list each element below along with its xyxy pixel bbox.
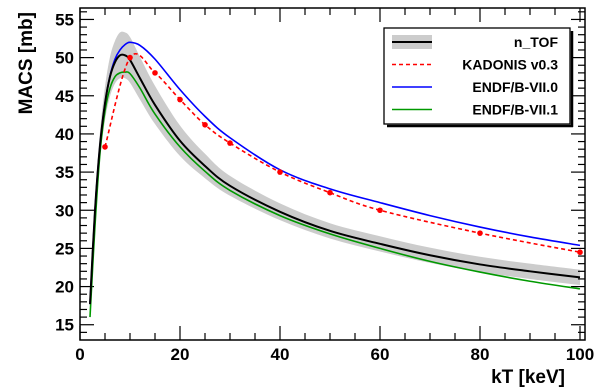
kadonis-data-point (577, 249, 583, 256)
legend-label: KADONIS v0.3 (462, 57, 558, 73)
x-tick-label: 20 (171, 345, 190, 364)
y-tick-label: 30 (55, 201, 74, 220)
kadonis-data-point (177, 96, 183, 103)
y-axis-title: MACS [mb] (16, 12, 37, 114)
kadonis-data-point (327, 189, 333, 196)
kadonis-data-point (152, 70, 158, 76)
x-axis-title: kT [keV] (491, 367, 565, 388)
kadonis-data-point (127, 54, 133, 61)
kadonis-data-point (477, 230, 483, 236)
y-tick-label: 55 (55, 10, 74, 29)
x-tick-label: 60 (371, 345, 390, 364)
y-tick-label: 45 (55, 87, 74, 106)
y-tick-label: 25 (55, 239, 74, 258)
legend-label: ENDF/B-VII.0 (472, 79, 558, 95)
y-tick-label: 35 (55, 163, 74, 182)
y-tick-label: 20 (55, 278, 74, 297)
x-tick-label: 100 (566, 345, 594, 364)
band-layer (90, 31, 580, 311)
y-tick-label: 15 (55, 316, 74, 335)
y-tick-label: 50 (55, 49, 74, 68)
series-line-n-tof (89, 53, 581, 305)
legend: n_TOF KADONIS v0.3 ENDF/B-VII.0 ENDF/B-VII.… (383, 27, 574, 128)
ntof-uncertainty-band (90, 31, 580, 311)
kadonis-data-point (102, 144, 108, 150)
x-tick-label: 0 (75, 345, 84, 364)
x-tick-label: 40 (271, 345, 290, 364)
series-layer (89, 41, 583, 318)
legend-label: ENDF/B-VII.1 (472, 102, 558, 118)
plot-frame (79, 7, 586, 341)
series-line-kadonis-v0-3 (104, 53, 581, 254)
kadonis-data-point (227, 140, 233, 146)
kadonis-data-point (377, 207, 383, 214)
legend-label: n_TOF (514, 34, 559, 50)
y-tick-label: 40 (55, 125, 74, 144)
kadonis-data-point (202, 121, 208, 128)
axes: 0 20 40 60 80 100 15 20 25 30 35 40 45 50 55 (55, 7, 594, 364)
x-tick-label: 80 (471, 345, 490, 364)
series-line-endf-b-vii-1 (89, 71, 581, 318)
kadonis-data-point (277, 169, 283, 175)
